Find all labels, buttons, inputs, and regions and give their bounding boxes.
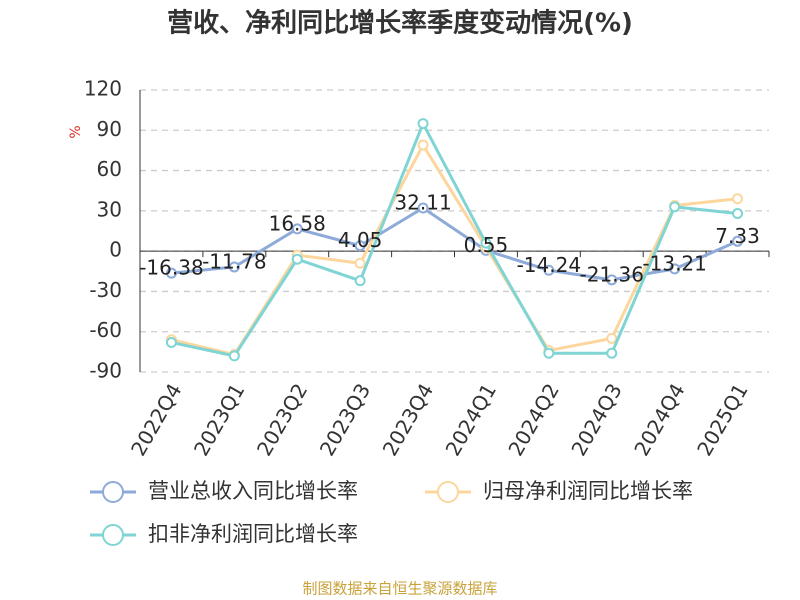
y-tick-label: -90 xyxy=(89,359,122,383)
data-point xyxy=(480,237,492,249)
x-tick-label: 2024Q4 xyxy=(629,379,689,460)
y-tick-label: -60 xyxy=(89,318,122,342)
x-tick-label: 2024Q2 xyxy=(503,379,563,460)
x-tick-label: 2023Q4 xyxy=(378,379,438,460)
data-point xyxy=(606,332,618,344)
data-label: -13.21 xyxy=(642,251,706,275)
y-tick-label: 90 xyxy=(97,117,122,141)
data-point xyxy=(291,253,303,265)
legend-icon xyxy=(437,481,459,503)
data-point xyxy=(354,240,366,252)
data-point xyxy=(291,223,303,235)
data-point xyxy=(228,261,240,273)
y-axis-label: % xyxy=(68,125,84,138)
x-tick-label: 2025Q1 xyxy=(692,379,752,460)
legend-label: 营业总收入同比增长率 xyxy=(148,479,358,503)
y-tick-label: 60 xyxy=(97,157,122,181)
x-tick-label: 2023Q1 xyxy=(189,379,249,460)
y-tick-label: 0 xyxy=(109,238,122,262)
data-point xyxy=(669,201,681,213)
y-tick-label: 120 xyxy=(84,77,122,101)
data-label: -14.24 xyxy=(517,253,581,277)
y-tick-label: -30 xyxy=(89,278,122,302)
data-point xyxy=(228,350,240,362)
data-point xyxy=(606,347,618,359)
data-label: -16.38 xyxy=(139,256,203,280)
data-label: 0.55 xyxy=(464,233,509,257)
legend-icon xyxy=(102,524,124,546)
data-label: 32.11 xyxy=(394,191,451,215)
data-point xyxy=(543,264,555,276)
data-label: -21.36 xyxy=(580,262,644,286)
data-point xyxy=(732,235,744,247)
y-tick-label: 30 xyxy=(97,197,122,221)
data-point xyxy=(165,267,177,279)
x-tick-label: 2023Q2 xyxy=(252,379,312,460)
data-label: 16.58 xyxy=(269,211,326,235)
legend-icon xyxy=(102,481,124,503)
data-point xyxy=(732,193,744,205)
data-point xyxy=(417,139,429,151)
data-label: -11.78 xyxy=(202,249,266,273)
data-point xyxy=(417,118,429,130)
legend-label: 扣非净利润同比增长率 xyxy=(148,522,358,546)
data-point xyxy=(732,208,744,220)
x-tick-label: 2024Q1 xyxy=(441,379,501,460)
source-note: 制图数据来自恒生聚源数据库 xyxy=(302,580,497,598)
x-tick-label: 2024Q3 xyxy=(566,379,626,460)
data-point xyxy=(354,275,366,287)
data-label: 4.05 xyxy=(338,228,383,252)
data-point xyxy=(354,257,366,269)
data-label: 7.33 xyxy=(715,224,760,248)
data-point xyxy=(606,274,618,286)
series-line xyxy=(171,119,738,358)
data-point xyxy=(543,347,555,359)
data-point xyxy=(417,202,429,214)
x-tick-label: 2023Q3 xyxy=(315,379,375,460)
legend-label: 归母净利润同比增长率 xyxy=(483,479,693,503)
chart-title: 营收、净利同比增长率季度变动情况(%) xyxy=(167,8,633,39)
data-point xyxy=(669,263,681,275)
data-point xyxy=(165,336,177,348)
x-tick-label: 2022Q4 xyxy=(126,379,186,460)
